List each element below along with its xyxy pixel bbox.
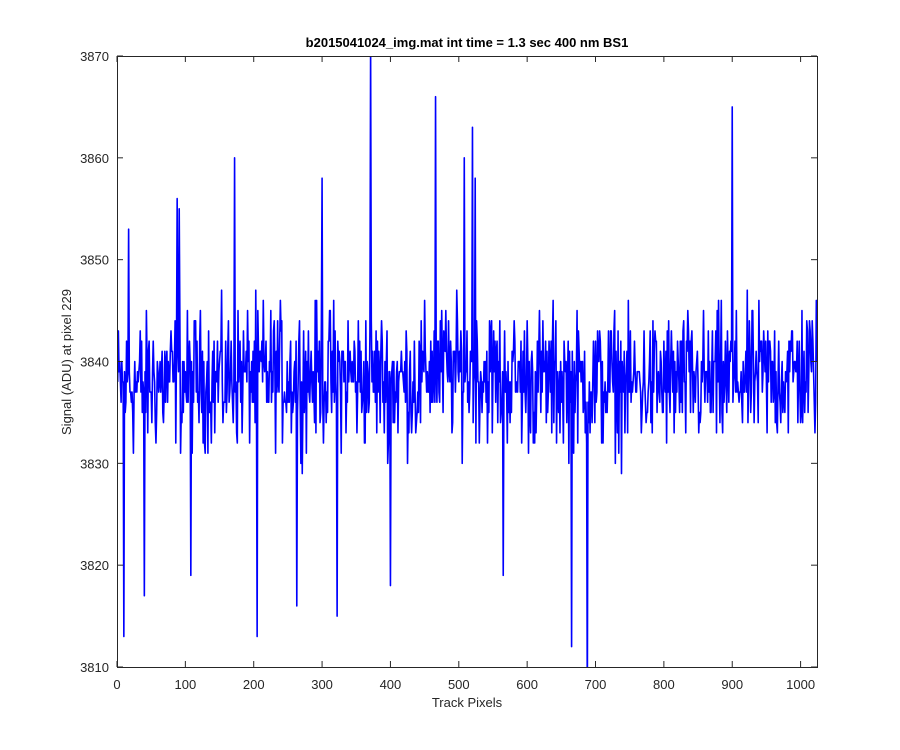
x-tick-label: 800	[653, 677, 675, 692]
x-tick-label: 0	[113, 677, 120, 692]
x-axis-label: Track Pixels	[432, 695, 503, 710]
y-tick-label: 3820	[80, 558, 109, 573]
x-tick-label: 900	[721, 677, 743, 692]
x-tick-label: 300	[311, 677, 333, 692]
x-tick-label: 200	[243, 677, 265, 692]
x-tick-label: 700	[585, 677, 607, 692]
chart-title: b2015041024_img.mat int time = 1.3 sec 4…	[306, 35, 629, 50]
y-tick-label: 3850	[80, 253, 109, 268]
x-tick-label: 600	[516, 677, 538, 692]
y-axis: 3810 3820 3830 3840 3850 3860 3870	[80, 49, 817, 675]
y-axis-label: Signal (ADU) at pixel 229	[59, 289, 74, 435]
y-tick-label: 3830	[80, 456, 109, 471]
x-tick-label: 500	[448, 677, 470, 692]
y-tick-label: 3840	[80, 355, 109, 370]
y-tick-label: 3860	[80, 151, 109, 166]
x-axis: 0 100 200 300 400 500 600 700 800 900 1000	[113, 56, 815, 692]
x-tick-label: 400	[380, 677, 402, 692]
y-tick-label: 3870	[80, 49, 109, 64]
series-line	[117, 56, 818, 668]
x-tick-label: 1000	[786, 677, 815, 692]
x-tick-label: 100	[175, 677, 197, 692]
series-layer	[117, 56, 818, 668]
y-tick-label: 3810	[80, 660, 109, 675]
